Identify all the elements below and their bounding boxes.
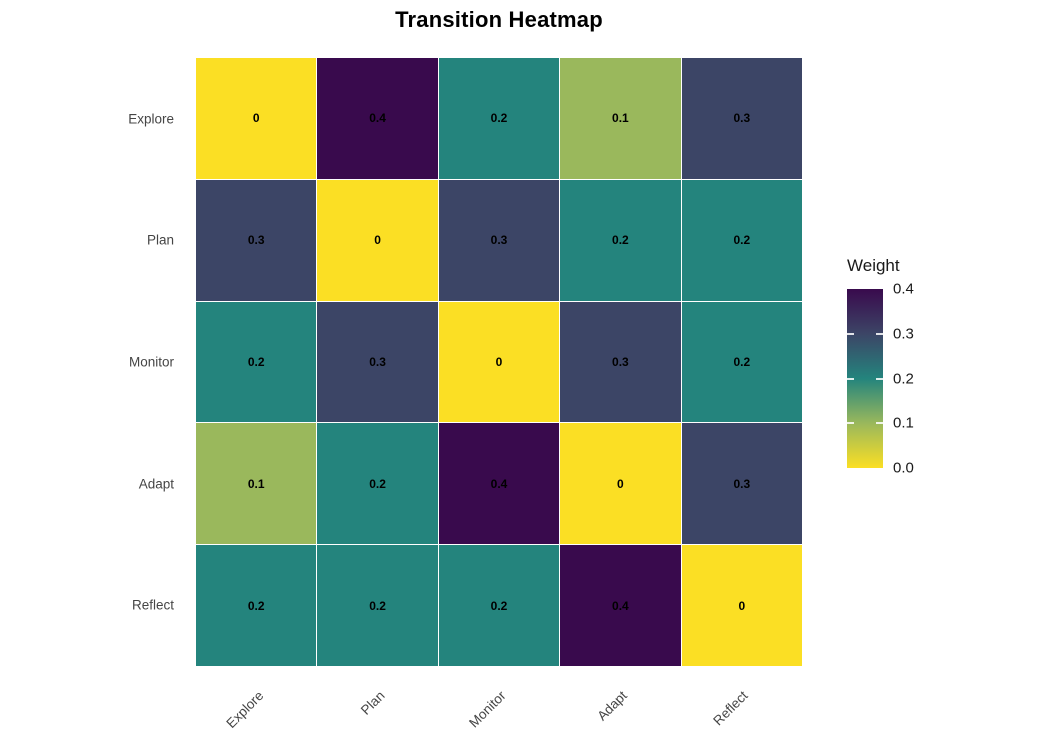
colorbar-tick-mark <box>847 377 854 380</box>
cell-value: 0.1 <box>612 111 629 126</box>
heatmap-panel: 0 0.4 0.2 0.1 0.3 0.3 0 0.3 0.2 0.2 0.2 0.3 0 0.3 0.2 0… <box>196 58 802 666</box>
legend-tick-label: 0.0 <box>893 459 914 477</box>
colorbar-tick-mark <box>876 377 883 380</box>
heatmap-cell: 0.2 <box>317 423 438 545</box>
cell-value: 0 <box>617 476 624 491</box>
legend-tick-label: 0.2 <box>893 370 914 387</box>
heatmap-cell: 0.3 <box>317 301 438 423</box>
cell-value: 0.3 <box>369 354 386 369</box>
heatmap-cell: 0.2 <box>196 301 317 423</box>
heatmap-cell: 0.3 <box>438 179 560 301</box>
heatmap-cell: 0.4 <box>317 58 438 179</box>
colorbar-tick-mark <box>847 332 854 335</box>
legend-tick-label: 0.4 <box>893 280 914 298</box>
y-axis-label: Explore <box>128 111 174 127</box>
chart-title: Transition Heatmap <box>395 7 603 32</box>
heatmap-cell: 0 <box>560 423 681 545</box>
cell-value: 0.4 <box>369 111 386 126</box>
cell-value: 0.2 <box>247 598 265 613</box>
x-axis-label: Reflect <box>710 688 752 729</box>
cell-value: 0 <box>374 233 381 248</box>
legend-tick-label: 0.1 <box>893 414 914 432</box>
heatmap-cell: 0.2 <box>438 545 560 666</box>
cell-value: 0.2 <box>490 111 508 126</box>
y-axis-label: Plan <box>146 232 174 248</box>
heatmap-cell: 0 <box>317 179 438 301</box>
cell-value: 0.3 <box>490 233 508 248</box>
heatmap-cell: 0.1 <box>560 58 681 179</box>
legend-tick-label: 0.3 <box>893 325 914 343</box>
cell-value: 0.2 <box>733 354 751 369</box>
cell-value: 0.3 <box>733 111 751 126</box>
heatmap-cell: 0.2 <box>438 58 560 179</box>
cell-value: 0.4 <box>612 598 629 613</box>
cell-value: 0.4 <box>490 476 508 491</box>
x-axis-label: Plan <box>357 688 388 718</box>
y-axis-label: Adapt <box>138 476 174 492</box>
legend-title: Weight <box>847 256 900 275</box>
cell-value: 0.2 <box>369 598 386 613</box>
cell-value: 0.3 <box>247 233 265 248</box>
x-axis-label: Adapt <box>594 688 630 724</box>
cell-value: 0.2 <box>490 598 508 613</box>
x-axis-label: Explore <box>223 688 267 731</box>
cell-value: 0.3 <box>612 354 629 369</box>
y-axis-label: Reflect <box>131 597 174 613</box>
heatmap-cell: 0.4 <box>438 423 560 545</box>
heatmap-cell: 0.2 <box>681 179 802 301</box>
legend-colorbar <box>847 289 883 468</box>
heatmap-cell: 0.3 <box>681 423 802 545</box>
colorbar-tick-mark <box>847 422 854 425</box>
heatmap-cell: 0.3 <box>681 58 802 179</box>
colorbar-tick-mark <box>876 422 883 425</box>
x-axis-label: Monitor <box>466 688 509 731</box>
colorbar-tick-mark <box>876 332 883 335</box>
heatmap-cell: 0.2 <box>196 545 317 666</box>
heatmap-cell: 0.1 <box>196 423 317 545</box>
heatmap-cell: 0.2 <box>560 179 681 301</box>
heatmap-cell: 0 <box>438 301 560 423</box>
cell-value: 0 <box>495 354 503 369</box>
cell-value: 0 <box>252 111 260 126</box>
heatmap-cell: 0.3 <box>560 301 681 423</box>
heatmap-cell: 0 <box>681 545 802 666</box>
heatmap-cell: 0 <box>196 58 317 179</box>
cell-value: 0.3 <box>733 476 751 491</box>
heatmap-cell: 0.2 <box>317 545 438 666</box>
heatmap-cell: 0.4 <box>560 545 681 666</box>
cell-value: 0 <box>738 598 746 613</box>
heatmap-cell: 0.2 <box>681 301 802 423</box>
cell-value: 0.1 <box>247 476 265 491</box>
heatmap-cell: 0.3 <box>196 179 317 301</box>
cell-value: 0.2 <box>733 233 751 248</box>
y-axis-label: Monitor <box>128 354 174 370</box>
cell-value: 0.2 <box>612 233 629 248</box>
cell-value: 0.2 <box>369 476 386 491</box>
cell-value: 0.2 <box>247 354 265 369</box>
